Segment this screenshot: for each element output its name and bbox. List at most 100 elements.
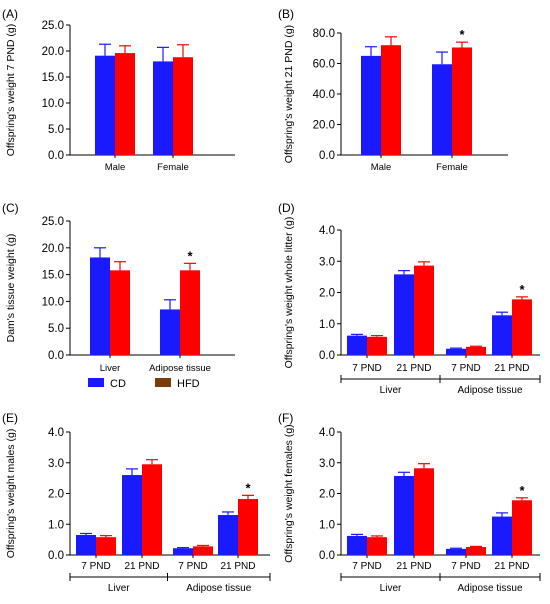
y-tick-label: 10.0: [42, 296, 64, 308]
bar-hfd: [367, 537, 387, 555]
y-tick-label: 5.0: [48, 323, 64, 335]
bar-hfd: [96, 537, 116, 555]
group-label: Liver: [380, 583, 402, 594]
y-tick-label: 20.0: [42, 243, 64, 255]
bar-cd: [160, 309, 180, 355]
y-axis-label: Offspring's weight 21 PND (g): [283, 25, 295, 163]
y-tick-label: 10.0: [42, 98, 64, 110]
y-tick-label: 0.0: [319, 150, 335, 162]
bar-hfd: [466, 547, 486, 555]
bar-hfd: [173, 57, 193, 155]
x-tick-label: 7 PND: [451, 363, 480, 374]
panel-label: (F): [278, 411, 293, 425]
y-tick-label: 2.0: [48, 489, 64, 501]
y-tick-label: 25.0: [42, 216, 64, 228]
bar-cd: [432, 64, 452, 155]
group-label: Liver: [108, 583, 130, 594]
x-tick-label: Male: [105, 162, 126, 173]
y-tick-label: 0.0: [319, 350, 335, 362]
significance-marker: *: [519, 282, 525, 297]
significance-marker: *: [187, 248, 193, 263]
bar-cd: [122, 475, 142, 555]
group-label: Adipose tissue: [457, 583, 522, 594]
y-tick-label: 40.0: [313, 89, 335, 101]
significance-marker: *: [519, 483, 525, 498]
bar-hfd: [414, 468, 434, 555]
y-tick-label: 0.0: [48, 350, 64, 362]
x-tick-label: 21 PND: [124, 561, 159, 572]
bar-cd: [446, 348, 466, 355]
bar-cd: [394, 274, 414, 355]
bar-hfd: [115, 53, 135, 155]
bar-hfd: [414, 265, 434, 355]
panel-label: (B): [278, 7, 294, 21]
x-tick-label: Male: [371, 162, 392, 173]
y-tick-label: 20.0: [42, 46, 64, 58]
x-tick-label: Female: [436, 162, 468, 173]
y-tick-label: 1.0: [48, 519, 64, 531]
y-tick-label: 3.0: [319, 256, 335, 268]
panel-label: (D): [278, 201, 295, 215]
bar-cd: [492, 516, 512, 555]
chart-panel-d: (D) Offspring's weight whole litter (g) 0.…: [278, 201, 541, 396]
group-label: Liver: [380, 385, 402, 396]
bar-hfd: [466, 346, 486, 355]
legend-swatch-hfd: [155, 378, 171, 387]
y-tick-label: 1.0: [319, 519, 335, 531]
bar-hfd: [180, 270, 200, 355]
bar-cd: [361, 55, 381, 155]
significance-marker: *: [459, 27, 465, 42]
chart-panel-a: (A) Offspring's weight 7 PND (g) 0.0 5.0 10.…: [2, 7, 235, 173]
legend: CD HFD: [88, 378, 200, 390]
bar-cd: [347, 535, 367, 555]
y-tick-label: 0.0: [319, 550, 335, 562]
x-tick-label: 21 PND: [396, 561, 431, 572]
y-tick-label: 1.0: [319, 319, 335, 331]
chart-panel-e: (E) Offspring's weight males (g) 0.0 1.0 2.0…: [2, 411, 271, 594]
x-tick-label: Liver: [100, 363, 121, 374]
group-label: Adipose tissue: [457, 385, 522, 396]
significance-marker: *: [245, 480, 251, 495]
y-tick-label: 80.0: [313, 28, 335, 40]
bar-cd: [218, 515, 238, 555]
bar-cd: [173, 548, 193, 555]
y-axis-label: Offspring's weight males (g): [5, 429, 17, 559]
x-tick-label: Adipose tissue: [149, 363, 211, 374]
x-tick-label: 21 PND: [220, 561, 255, 572]
bar-cd: [347, 335, 367, 355]
chart-panel-b: (B) Offspring's weight 21 PND (g) 0.0 20.0 4…: [278, 7, 508, 173]
bar-cd: [492, 315, 512, 355]
bar-cd: [76, 535, 96, 555]
y-tick-label: 20.0: [313, 120, 335, 132]
y-axis-label: Offspring's weight 7 PND (g): [5, 24, 17, 157]
legend-swatch-cd: [88, 378, 104, 387]
y-tick-label: 15.0: [42, 270, 64, 282]
panel-label: (E): [2, 411, 18, 425]
x-tick-label: 21 PND: [494, 363, 529, 374]
x-tick-label: 21 PND: [396, 363, 431, 374]
y-tick-label: 4.0: [319, 225, 335, 237]
panel-label: (A): [2, 7, 18, 21]
y-tick-label: 3.0: [48, 458, 64, 470]
bar-hfd: [193, 546, 213, 555]
legend-label: CD: [110, 378, 126, 390]
y-tick-label: 60.0: [313, 59, 335, 71]
bar-hfd: [512, 299, 532, 355]
bar-hfd: [367, 336, 387, 355]
y-tick-label: 2.0: [319, 489, 335, 501]
x-tick-label: 7 PND: [81, 561, 110, 572]
chart-panel-c: (C) Dam's tissue weight (g) 0.0 5.0 10.0 15.0…: [2, 201, 235, 374]
y-tick-label: 2.0: [319, 288, 335, 300]
bar-hfd: [381, 45, 401, 156]
bar-cd: [95, 55, 115, 155]
y-tick-label: 25.0: [42, 20, 64, 32]
y-tick-label: 4.0: [48, 427, 64, 439]
x-tick-label: Female: [157, 162, 189, 173]
bar-cd: [446, 548, 466, 555]
x-tick-label: 7 PND: [451, 561, 480, 572]
bar-hfd: [512, 500, 532, 555]
group-label: Adipose tissue: [186, 583, 251, 594]
y-axis-label: Dam's tissue weight (g): [5, 234, 17, 343]
